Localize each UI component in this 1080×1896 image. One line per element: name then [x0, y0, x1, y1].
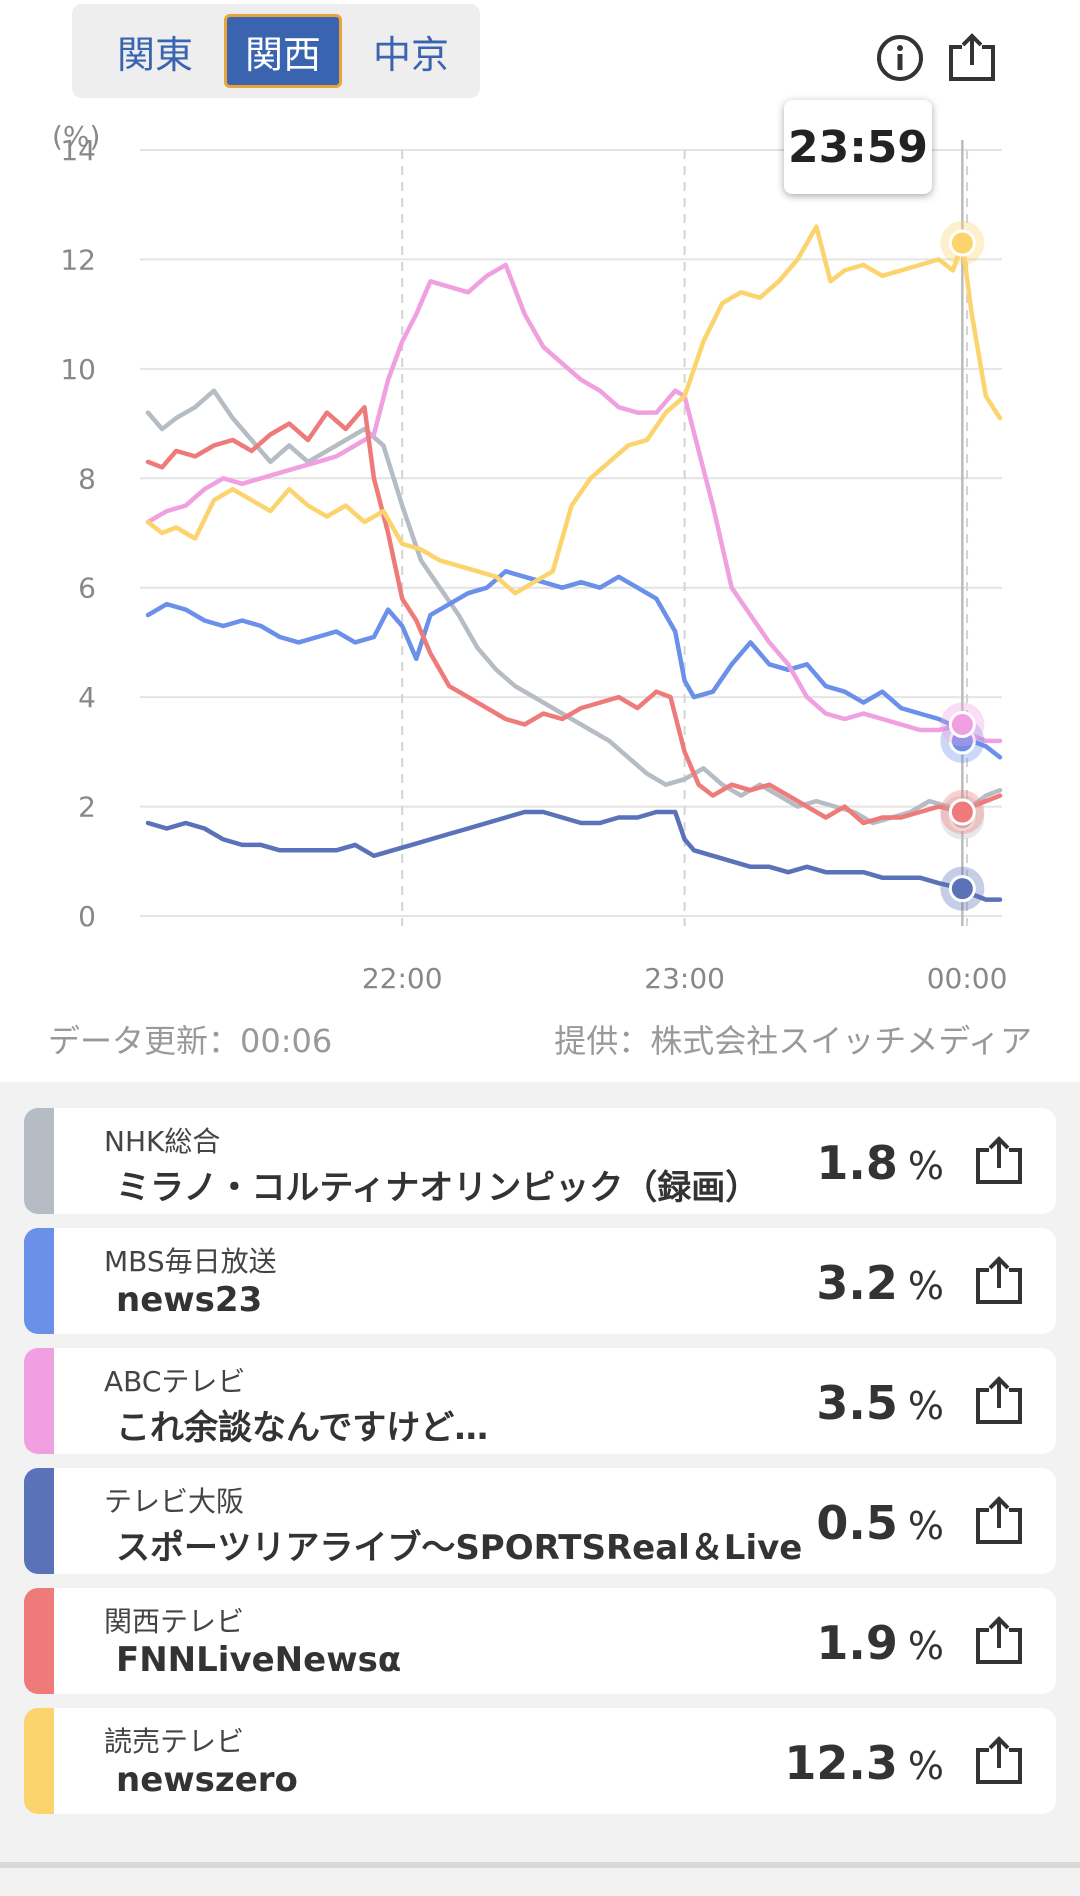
series-line	[145, 224, 1003, 596]
bottom-divider	[0, 1862, 1080, 1868]
share-icon[interactable]	[972, 1134, 1026, 1188]
rating-value: 1.9	[816, 1616, 898, 1670]
cursor-marker	[948, 711, 976, 738]
station-card-nhk[interactable]: NHK総合 ミラノ・コルティナオリンピック（録画） 1.8%	[24, 1108, 1056, 1214]
cursor-marker	[948, 875, 976, 903]
y-axis-label: (%)	[52, 120, 100, 153]
station-color-stripe	[24, 1588, 54, 1694]
cursor-marker	[948, 229, 976, 257]
rating-value: 1.8	[816, 1136, 898, 1190]
station-name: テレビ大阪	[104, 1485, 245, 1518]
station-name: NHK総合	[104, 1125, 221, 1158]
share-icon[interactable]	[972, 1734, 1026, 1788]
series-line	[145, 262, 1003, 744]
rating-value: 0.5	[816, 1496, 898, 1550]
station-color-stripe	[24, 1468, 54, 1574]
series-line	[145, 569, 1003, 760]
update-time: データ更新：00:06	[48, 1022, 333, 1060]
rating-value: 3.2	[816, 1256, 898, 1310]
rating-unit: %	[907, 1264, 944, 1308]
rating-value: 3.5	[816, 1376, 898, 1430]
station-card-ytv[interactable]: 読売テレビ newszero 12.3%	[24, 1708, 1056, 1814]
time-tooltip: 23:59	[784, 100, 932, 194]
data-provider: 提供：株式会社スイッチメディア	[554, 1022, 1032, 1060]
tab-chukyo[interactable]: 中京	[373, 32, 450, 77]
x-tick-label: 00:00	[927, 962, 1008, 995]
program-title: スポーツリアライブ～SPORTSReal＆Live	[116, 1528, 803, 1568]
region-tabs: 関東 関西 中京	[72, 4, 480, 98]
station-color-stripe	[24, 1108, 54, 1214]
y-tick-label: 4	[78, 681, 96, 714]
y-tick-label: 14	[60, 134, 96, 167]
station-name: MBS毎日放送	[104, 1245, 277, 1278]
rating-unit: %	[907, 1624, 944, 1668]
station-card-mbs[interactable]: MBS毎日放送 news23 3.2%	[24, 1228, 1056, 1334]
share-icon[interactable]	[944, 30, 1000, 86]
series-line	[145, 809, 1003, 902]
share-icon[interactable]	[972, 1374, 1026, 1428]
audience-rating-chart: (%) 0 2 4 6 8 10 12 14 22:00 23:00 00:00	[52, 120, 1008, 995]
station-card-tv-osaka[interactable]: テレビ大阪 スポーツリアライブ～SPORTSReal＆Live 0.5%	[24, 1468, 1056, 1574]
program-title: news23	[116, 1280, 263, 1320]
share-icon[interactable]	[972, 1494, 1026, 1548]
station-color-stripe	[24, 1708, 54, 1814]
rating-unit: %	[907, 1744, 944, 1788]
x-tick-label: 22:00	[362, 962, 443, 995]
y-tick-label: 0	[78, 900, 96, 933]
station-name: 関西テレビ	[104, 1605, 245, 1638]
station-card-abc[interactable]: ABCテレビ これ余談なんですけど… 3.5%	[24, 1348, 1056, 1454]
station-color-stripe	[24, 1228, 54, 1334]
station-name: ABCテレビ	[104, 1365, 246, 1398]
share-icon[interactable]	[972, 1254, 1026, 1308]
tab-kansai[interactable]: 関西	[223, 14, 343, 88]
program-title: ミラノ・コルティナオリンピック（録画）	[116, 1168, 760, 1208]
rating-unit: %	[907, 1384, 944, 1428]
y-tick-label: 2	[78, 791, 96, 824]
cursor-marker	[948, 798, 976, 826]
series-line	[145, 404, 1003, 826]
rating-value: 12.3	[784, 1736, 898, 1790]
station-card-kansai-tv[interactable]: 関西テレビ FNNLiveNewsα 1.9%	[24, 1588, 1056, 1694]
program-title: newszero	[116, 1760, 298, 1800]
y-tick-label: 10	[60, 353, 96, 386]
y-tick-label: 8	[78, 462, 96, 495]
share-icon[interactable]	[972, 1614, 1026, 1668]
chart-footer: データ更新：00:06 提供：株式会社スイッチメディア	[48, 1016, 1032, 1060]
tab-kanto[interactable]: 関東	[116, 32, 193, 77]
program-title: FNNLiveNewsα	[116, 1640, 402, 1680]
rating-unit: %	[907, 1144, 944, 1188]
station-name: 読売テレビ	[104, 1725, 245, 1758]
y-tick-label: 12	[60, 243, 96, 276]
station-list: NHK総合 ミラノ・コルティナオリンピック（録画） 1.8% MBS毎日放送 n…	[0, 1082, 1080, 1896]
program-title: これ余談なんですけど…	[116, 1408, 489, 1448]
series-line	[145, 388, 1003, 826]
y-tick-label: 6	[78, 572, 96, 605]
x-tick-label: 23:00	[644, 962, 725, 995]
info-icon[interactable]	[872, 30, 928, 86]
rating-unit: %	[907, 1504, 944, 1548]
station-color-stripe	[24, 1348, 54, 1454]
